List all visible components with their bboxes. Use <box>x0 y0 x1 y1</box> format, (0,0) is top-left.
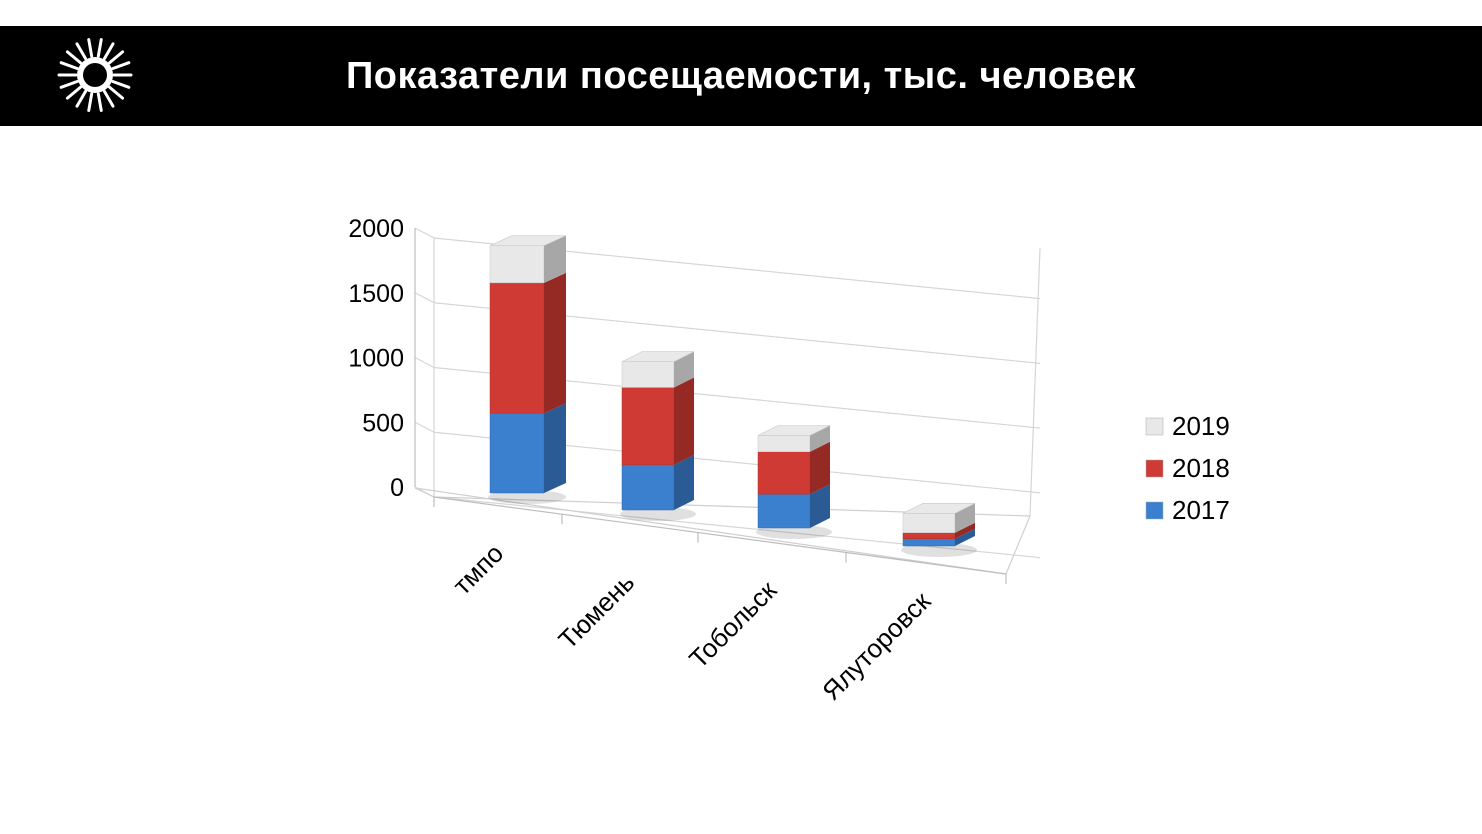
y-tick-label: 500 <box>362 409 404 437</box>
y-tick-label: 1500 <box>348 280 404 308</box>
legend-swatch-2018 <box>1145 459 1164 478</box>
side-gridline <box>414 421 435 433</box>
bar-top-2019 <box>902 503 976 514</box>
bar-segment-side-2018 <box>955 522 975 539</box>
bar-segment-side-2019 <box>810 425 830 452</box>
bar-segment-2018 <box>621 387 675 466</box>
bar-segment-side-2018 <box>544 272 566 414</box>
bar-segment-side-2019 <box>955 503 975 533</box>
bar-segment-side-2017 <box>810 484 830 528</box>
logo-ray <box>75 89 87 108</box>
y-tick-label: 2000 <box>348 215 404 243</box>
logo-ray <box>103 89 115 108</box>
bar-shadow <box>488 490 566 504</box>
logo-ray <box>87 38 94 58</box>
legend-label: 2017 <box>1172 495 1230 525</box>
logo-ray <box>65 50 82 65</box>
bar-segment-side-2018 <box>674 377 694 465</box>
bar-segment-2019 <box>489 245 545 284</box>
bar-segment-side-2019 <box>674 351 694 388</box>
y-tick-label: 1000 <box>348 345 404 373</box>
bar-segment-2017 <box>621 464 675 511</box>
bar-segment-2019 <box>621 361 675 388</box>
y-tick-label: 0 <box>390 474 404 502</box>
logo-ray <box>96 38 103 58</box>
y-axis-ticks: 0 500 1000 1500 2000 <box>348 215 404 502</box>
bar-segment-side-2017 <box>544 403 566 493</box>
x-axis-categories: тмпо Тюмень Тобольск Ялуторовск <box>447 538 937 706</box>
bar-segment-2017 <box>757 494 811 529</box>
back-wall-right-edge <box>1029 247 1041 517</box>
logo-ray <box>87 92 94 112</box>
bar-top-2019 <box>757 425 831 436</box>
bar-shadow <box>901 543 977 557</box>
chart-bars <box>488 235 977 557</box>
logo-ray <box>59 61 79 71</box>
bar-stack <box>620 351 696 521</box>
bar-top-2019 <box>489 235 567 246</box>
legend-swatch-2017 <box>1145 501 1164 520</box>
header-bar: Показатели посещаемости, тыс. человек <box>0 26 1482 126</box>
bar-stack <box>756 425 832 539</box>
bar-segment-side-2018 <box>810 441 830 495</box>
bar-stack <box>488 235 567 504</box>
bar-shadow <box>756 525 832 539</box>
bar-segment-2018 <box>757 451 811 495</box>
side-gridline <box>414 356 435 369</box>
legend-swatch-2019 <box>1145 417 1164 436</box>
bar-segment-2019 <box>902 513 956 533</box>
x-category-label: Тобольск <box>683 575 783 675</box>
bar-segment-2019 <box>757 435 811 452</box>
x-axis-line <box>433 496 1007 575</box>
x-category-label: Ялуторовск <box>816 586 937 707</box>
bar-segment-side-2017 <box>955 528 975 546</box>
logo-ray <box>75 42 87 61</box>
gridline <box>433 496 1041 559</box>
x-category-label: тмпо <box>447 538 509 600</box>
legend-label: 2018 <box>1172 453 1230 483</box>
logo-ray <box>111 79 131 89</box>
logo-ray <box>111 61 131 71</box>
sunburst-m-logo-icon <box>57 38 133 112</box>
side-gridline <box>414 292 435 304</box>
chart-legend: 2019 2018 2017 <box>1145 411 1230 525</box>
bar-segment-2017 <box>902 538 956 547</box>
legend-label: 2019 <box>1172 411 1230 441</box>
logo-ray <box>59 79 79 89</box>
bar-shadow <box>620 507 696 521</box>
bar-segment-2017 <box>489 412 545 494</box>
side-gridline <box>414 227 435 239</box>
bar-segment-2018 <box>902 532 956 539</box>
logo-ray <box>103 42 115 61</box>
bar-segment-2018 <box>489 282 545 414</box>
x-category-label: Тюмень <box>552 567 640 655</box>
logo-ray <box>108 50 125 65</box>
page-title: Показатели посещаемости, тыс. человек <box>345 55 1137 97</box>
logo-ray <box>108 85 125 100</box>
bar-stack <box>901 503 977 557</box>
logo-ray <box>65 85 82 100</box>
logo-ray <box>96 92 103 112</box>
bar-segment-side-2017 <box>674 454 694 510</box>
bar-segment-side-2019 <box>544 235 566 283</box>
logo-core <box>83 63 107 87</box>
bar-top-2019 <box>621 351 695 362</box>
